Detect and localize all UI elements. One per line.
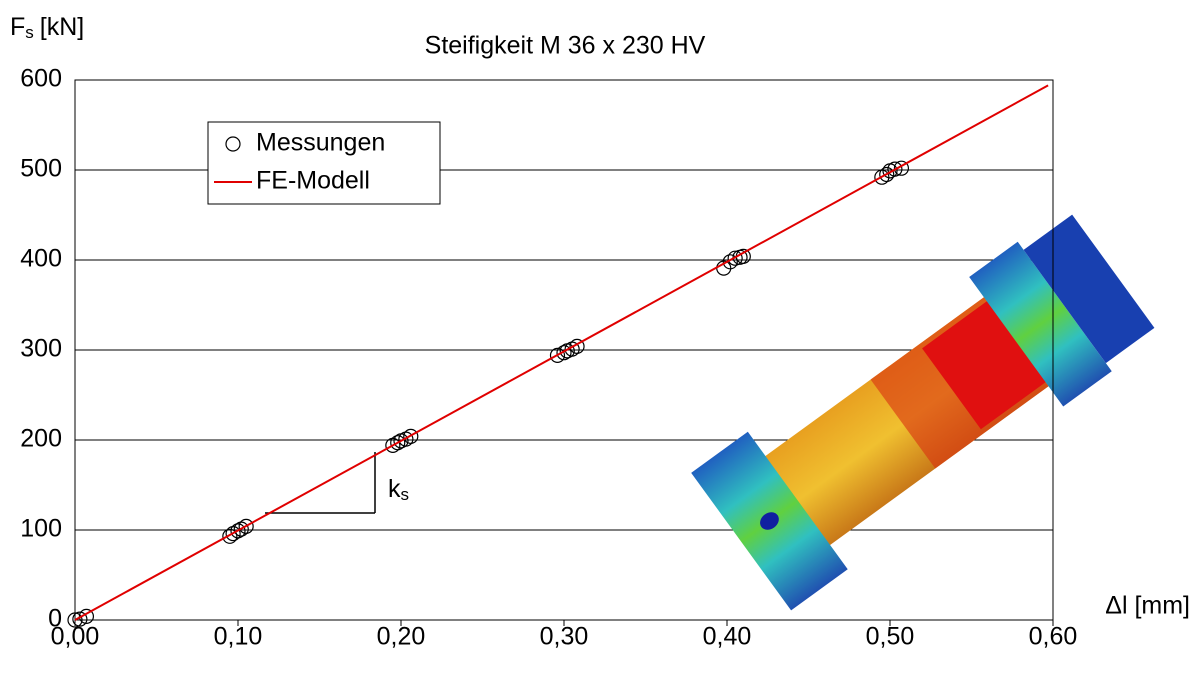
legend-label: FE-Modell <box>256 167 370 195</box>
y-label-sub: s <box>25 23 34 42</box>
y-tick-label: 200 <box>20 425 62 453</box>
x-tick-label: 0,20 <box>377 623 426 651</box>
fe-illustration <box>691 202 1163 610</box>
y-axis-label: Fs [kN] <box>10 13 84 43</box>
x-tick-label: 0,50 <box>866 623 915 651</box>
y-tick-label: 400 <box>20 245 62 273</box>
x-tick-label: 0,40 <box>703 623 752 651</box>
annotation-base: k <box>388 475 401 503</box>
x-axis-label: Δl [mm] <box>1105 592 1190 620</box>
legend-label: Messungen <box>256 129 385 157</box>
y-label-unit: [kN] <box>40 13 84 41</box>
x-tick-label: 0,30 <box>540 623 589 651</box>
y-tick-label: 300 <box>20 335 62 363</box>
x-tick-label: 0,10 <box>214 623 263 651</box>
y-tick-label: 100 <box>20 515 62 543</box>
x-tick-label: 0,60 <box>1029 623 1078 651</box>
y-tick-label: 500 <box>20 155 62 183</box>
y-tick-label: 600 <box>20 65 62 93</box>
chart-title: Steifigkeit M 36 x 230 HV <box>425 32 706 60</box>
y-label-base: F <box>10 13 25 41</box>
chart: Steifigkeit M 36 x 230 HV Fs [kN] Δl [mm]… <box>0 0 1199 677</box>
legend: Messungen FE-Modell <box>208 122 440 204</box>
annotation: ks <box>388 475 409 505</box>
annotation-sub: s <box>401 485 410 504</box>
